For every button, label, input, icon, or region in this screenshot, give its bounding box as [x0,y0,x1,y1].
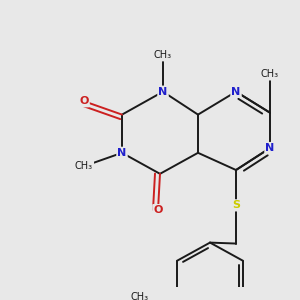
Text: N: N [117,148,127,158]
Text: CH₃: CH₃ [130,292,148,300]
Text: CH₃: CH₃ [261,70,279,80]
Text: O: O [153,205,163,215]
Text: CH₃: CH₃ [75,161,93,171]
Text: O: O [79,96,89,106]
Text: CH₃: CH₃ [154,50,172,60]
Text: S: S [232,200,240,210]
Text: N: N [158,87,168,97]
Text: N: N [231,87,241,97]
Text: N: N [266,143,274,153]
